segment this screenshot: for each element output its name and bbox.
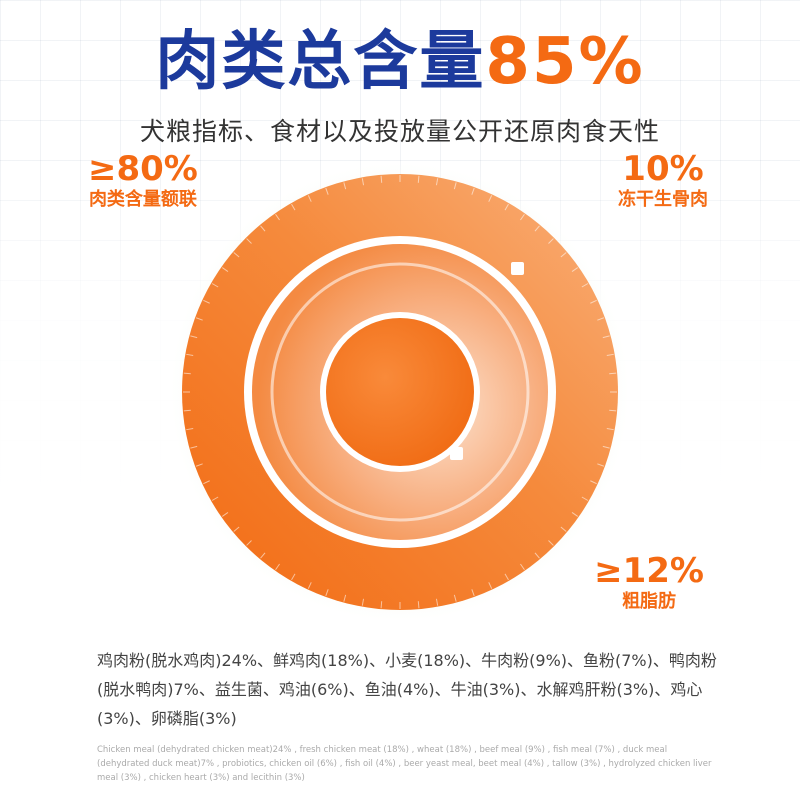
ring-tick <box>590 299 597 304</box>
ring-tick <box>246 540 252 546</box>
stat-meat-content-label: 肉类含量额联 <box>88 189 197 210</box>
stat-freeze-dried: 10% 冻干生骨肉 <box>618 150 708 212</box>
arc-marker-top <box>511 262 524 275</box>
ring-tick <box>361 598 365 606</box>
middle-ring-arc <box>270 262 530 522</box>
ring-tick <box>504 573 509 581</box>
ring-tick <box>221 512 229 517</box>
ring-tick <box>453 182 457 190</box>
ring-tick <box>571 267 579 272</box>
ring-tick <box>471 187 475 195</box>
ring-tick <box>183 372 191 375</box>
ring-tick <box>534 225 540 232</box>
ring-tick <box>291 203 296 211</box>
ring-tick <box>602 335 610 339</box>
ring-tick <box>560 526 567 532</box>
ring-tick <box>221 267 229 272</box>
ring-tick <box>307 582 312 589</box>
page-subtitle: 犬粮指标、食材以及投放量公开还原肉食天性 <box>139 117 660 146</box>
ring-tick <box>195 317 203 321</box>
ring-tick <box>211 283 219 288</box>
ring-tick <box>343 594 347 602</box>
ring-tick <box>233 252 240 258</box>
ring-tick <box>343 182 347 190</box>
ring-tick <box>246 238 252 244</box>
stat-crude-fat-value: ≥12% <box>594 551 704 591</box>
ring-tick <box>325 589 329 597</box>
ring-tick <box>380 175 383 183</box>
ring-tick <box>597 463 605 467</box>
ring-tick <box>190 335 198 339</box>
ring-tick <box>453 594 457 602</box>
ring-tick <box>581 283 589 288</box>
outer-ring-ticks <box>183 175 617 609</box>
ring-tick <box>597 317 605 321</box>
ring-tick <box>291 573 296 581</box>
ring-tick <box>504 203 509 211</box>
ring-tick <box>203 480 210 485</box>
ring-tick <box>183 409 191 412</box>
ring-tick <box>571 512 579 517</box>
stat-freeze-dried-label: 冻干生骨肉 <box>618 189 708 210</box>
ring-tick <box>417 175 420 183</box>
ring-tick <box>590 480 597 485</box>
ingredients-list-zh: 鸡肉粉(脱水鸡肉)24%、鲜鸡肉(18%)、小麦(18%)、牛肉粉(9%)、鱼粉… <box>97 651 717 728</box>
ring-tick <box>602 445 610 449</box>
ring-tick <box>186 353 194 357</box>
stat-crude-fat: ≥12% 粗脂肪 <box>594 552 704 614</box>
ring-tick <box>435 598 439 606</box>
ring-tick <box>534 552 540 559</box>
ring-tick <box>325 187 329 195</box>
ring-tick <box>609 409 617 412</box>
stat-crude-fat-label: 粗脂肪 <box>622 591 677 612</box>
ring-tick <box>520 213 525 221</box>
ring-tick <box>606 353 614 357</box>
ring-tick <box>260 552 266 559</box>
ring-tick <box>471 589 475 597</box>
ring-tick <box>609 372 617 375</box>
ring-tick <box>195 463 203 467</box>
ring-tick <box>435 178 439 186</box>
stat-freeze-dried-value: 10% <box>622 149 704 189</box>
ring-tick <box>606 427 614 431</box>
title-percent: 85% <box>485 25 645 99</box>
ring-tick <box>307 195 312 202</box>
ring-tick <box>275 563 280 571</box>
ingredients-list-en: Chicken meal (dehydrated chicken meat)24… <box>97 745 712 783</box>
ring-tick <box>190 445 198 449</box>
ring-tick <box>361 178 365 186</box>
stat-meat-content: ≥80% 肉类含量额联 <box>88 150 198 212</box>
ring-tick <box>548 540 554 546</box>
ring-tick <box>203 299 210 304</box>
ring-tick <box>186 427 194 431</box>
ring-tick <box>260 225 266 232</box>
stat-meat-content-value: ≥80% <box>88 149 198 189</box>
title-main: 肉类总含量 <box>155 25 486 99</box>
ring-tick <box>488 195 493 202</box>
page-title: 肉类总含量85% <box>0 22 800 102</box>
ring-tick <box>488 582 493 589</box>
ring-tick <box>380 601 383 609</box>
ring-tick <box>211 496 219 501</box>
ring-tick <box>417 601 420 609</box>
ring-tick <box>275 213 280 221</box>
ring-tick <box>581 496 589 501</box>
ring-tick <box>548 238 554 244</box>
ring-tick <box>233 526 240 532</box>
ring-tick <box>520 563 525 571</box>
inner-circle <box>326 318 474 466</box>
ring-tick <box>560 252 567 258</box>
